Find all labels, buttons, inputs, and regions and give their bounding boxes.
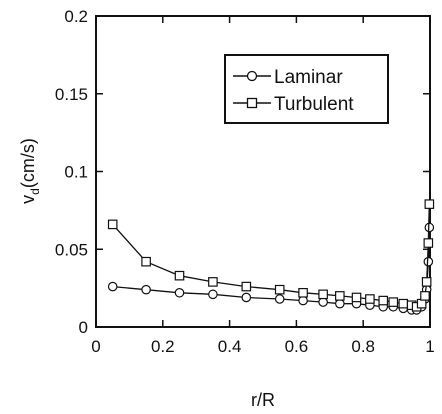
y-axis: 0 0.05 0.1 0.15 0.2 [55,7,430,337]
legend-marker-turbulent [246,97,258,109]
data-point-turbulent [420,291,430,301]
y-axis-label: vd(cm/s) [18,138,42,204]
data-point-turbulent [208,277,218,287]
data-point-laminar [274,294,285,304]
data-point-laminar [298,295,308,306]
data-point-laminar [208,289,218,300]
legend: Laminar Turbulent [224,54,389,124]
data-point-turbulent [318,289,328,300]
series-layer [107,199,435,315]
y-tick-label: 0.1 [64,163,88,182]
legend-label-laminar: Laminar [274,67,343,88]
x-tick-label: 0 [91,337,100,356]
x-tick-label: 1 [425,337,434,356]
y-tick-label: 0.05 [55,240,88,259]
data-point-laminar [335,298,345,309]
data-point-laminar [107,281,118,292]
data-point-turbulent [174,270,185,281]
legend-box [224,54,389,124]
legend-marker-laminar [246,70,258,82]
data-point-turbulent [421,277,432,287]
x-axis: 0 0.2 0.4 0.6 0.8 1 [91,16,435,356]
data-point-turbulent [241,281,252,292]
data-point-turbulent [398,298,409,309]
x-tick-label: 0.6 [285,337,309,356]
x-tick-label: 0.4 [218,337,242,356]
x-axis-label: r/R [251,390,275,410]
data-point-turbulent [416,298,427,309]
legend-label-turbulent: Turbulent [274,94,354,115]
y-axis-label-main: v [18,195,38,204]
data-point-laminar [241,292,252,303]
data-point-turbulent [424,199,435,209]
data-point-laminar [423,256,434,267]
series-turbulent [107,199,435,312]
data-point-turbulent [388,297,399,307]
y-tick-label: 0 [79,318,88,337]
y-axis-label-unit: (cm/s) [18,138,38,188]
data-point-turbulent [298,287,308,298]
data-point-turbulent [423,238,434,248]
data-point-turbulent [351,292,362,303]
y-axis-label-subscript: d [28,188,42,195]
data-point-laminar [141,284,151,295]
data-point-turbulent [141,256,151,267]
data-point-turbulent [335,291,345,301]
y-tick-label: 0.15 [55,85,88,104]
data-point-laminar [318,297,328,307]
data-point-turbulent [107,219,118,230]
data-point-turbulent [365,294,375,304]
y-tick-label: 0.2 [64,7,88,26]
x-tick-label: 0.8 [351,337,375,356]
data-point-laminar [174,287,185,298]
data-point-turbulent [274,284,285,295]
data-point-turbulent [378,295,389,306]
x-tick-label: 0.2 [151,337,175,356]
